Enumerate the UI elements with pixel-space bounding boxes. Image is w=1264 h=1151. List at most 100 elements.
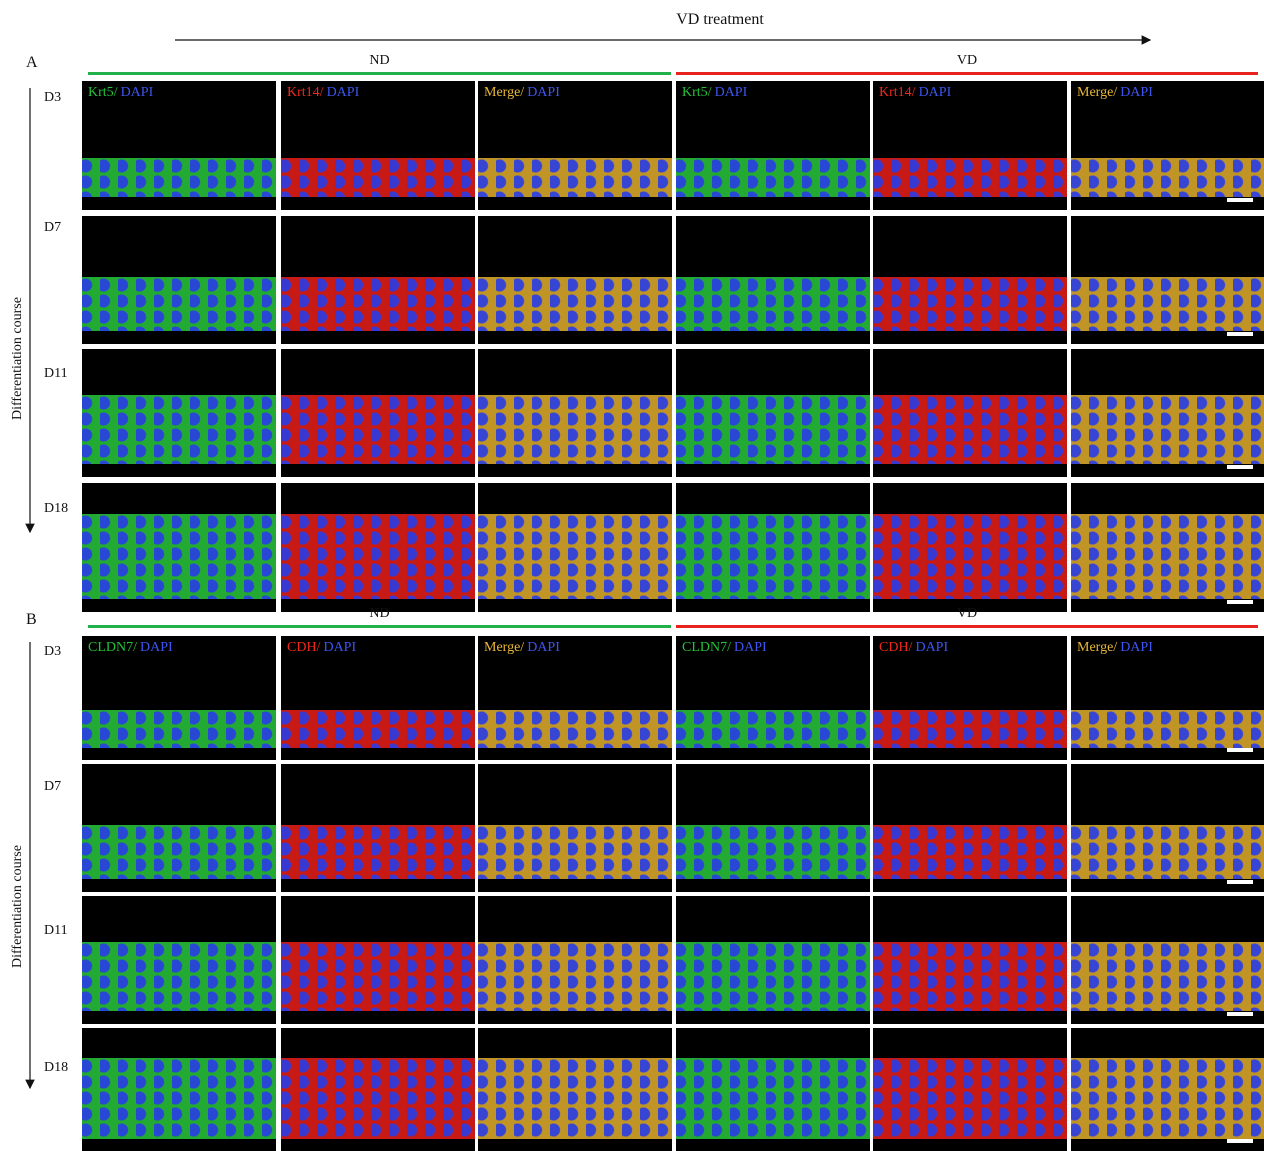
micrograph xyxy=(873,483,1067,612)
marker-label: CLDN7/ xyxy=(88,640,137,655)
scale-bar xyxy=(1227,1139,1253,1143)
group-line xyxy=(676,625,1258,628)
cell-layer xyxy=(82,514,276,599)
scale-bar xyxy=(1227,465,1253,469)
stain-label: DAPI xyxy=(915,640,948,655)
channel-label: Krt14/DAPI xyxy=(879,85,951,101)
micrograph xyxy=(281,1028,475,1151)
row-label: D18 xyxy=(44,1060,68,1076)
micrograph xyxy=(478,216,672,344)
cell-layer xyxy=(1071,825,1264,879)
cell-layer xyxy=(676,158,870,197)
channel-label: Merge/DAPI xyxy=(1077,85,1153,101)
channel-label: Krt14/DAPI xyxy=(287,85,359,101)
stain-label: DAPI xyxy=(527,640,560,655)
micrograph xyxy=(478,483,672,612)
stain-label: DAPI xyxy=(140,640,173,655)
stain-label: DAPI xyxy=(323,640,356,655)
micrograph xyxy=(478,896,672,1024)
micrograph xyxy=(676,1028,870,1151)
micrograph: Krt5/DAPI xyxy=(676,81,870,210)
stain-label: DAPI xyxy=(121,85,154,100)
cell-layer xyxy=(873,158,1067,197)
micrograph: Krt14/DAPI xyxy=(281,81,475,210)
cell-layer xyxy=(82,710,276,747)
marker-label: Merge/ xyxy=(484,640,524,655)
cell-layer xyxy=(676,942,870,1011)
cell-layer xyxy=(281,942,475,1011)
cell-layer xyxy=(676,277,870,331)
scale-bar xyxy=(1227,332,1253,336)
cell-layer xyxy=(281,710,475,747)
marker-label: CLDN7/ xyxy=(682,640,731,655)
row-label: D3 xyxy=(44,644,61,660)
scale-bar xyxy=(1227,748,1253,752)
cell-layer xyxy=(281,825,475,879)
micrograph: CDH/DAPI xyxy=(873,636,1067,760)
micrograph xyxy=(676,216,870,344)
figure: VD treatment ADifferentiation courseNDVD… xyxy=(0,0,1264,1151)
row-label: D11 xyxy=(44,923,68,939)
channel-label: CLDN7/DAPI xyxy=(88,640,173,656)
cell-layer xyxy=(873,710,1067,747)
cell-layer xyxy=(478,942,672,1011)
micrograph: Merge/DAPI xyxy=(478,636,672,760)
stain-label: DAPI xyxy=(734,640,767,655)
cell-layer xyxy=(873,1058,1067,1139)
channel-label: CDH/DAPI xyxy=(287,640,356,656)
cell-layer xyxy=(873,277,1067,331)
cell-layer xyxy=(478,158,672,197)
row-label: D7 xyxy=(44,220,61,236)
stain-label: DAPI xyxy=(715,85,748,100)
cell-layer xyxy=(478,1058,672,1139)
cell-layer xyxy=(281,514,475,599)
cell-layer xyxy=(676,825,870,879)
group-label: VD xyxy=(957,53,977,69)
cell-layer xyxy=(478,514,672,599)
cell-layer xyxy=(676,1058,870,1139)
channel-label: CDH/DAPI xyxy=(879,640,948,656)
marker-label: Krt5/ xyxy=(88,85,118,100)
cell-layer xyxy=(478,277,672,331)
cell-layer xyxy=(1071,277,1264,331)
channel-label: Krt5/DAPI xyxy=(682,85,747,101)
marker-label: Krt14/ xyxy=(879,85,916,100)
group-label: VD xyxy=(957,606,977,622)
micrograph xyxy=(873,349,1067,477)
micrograph xyxy=(82,896,276,1024)
marker-label: CDH/ xyxy=(879,640,912,655)
marker-label: Merge/ xyxy=(484,85,524,100)
micrograph xyxy=(478,764,672,892)
row-label: D7 xyxy=(44,779,61,795)
cell-layer xyxy=(478,395,672,464)
cell-layer xyxy=(1071,514,1264,599)
cell-layer xyxy=(1071,710,1264,747)
micrograph: Merge/DAPI xyxy=(478,81,672,210)
micrograph xyxy=(281,483,475,612)
marker-label: Merge/ xyxy=(1077,640,1117,655)
cell-layer xyxy=(873,825,1067,879)
cell-layer xyxy=(873,395,1067,464)
marker-label: Merge/ xyxy=(1077,85,1117,100)
micrograph: Krt5/DAPI xyxy=(82,81,276,210)
cell-layer xyxy=(82,158,276,197)
channel-label: Krt5/DAPI xyxy=(88,85,153,101)
group-line xyxy=(88,625,671,628)
cell-layer xyxy=(873,514,1067,599)
group-line xyxy=(88,72,671,75)
stain-label: DAPI xyxy=(1120,85,1153,100)
micrograph xyxy=(1071,896,1264,1024)
micrograph: CLDN7/DAPI xyxy=(82,636,276,760)
row-label: D3 xyxy=(44,90,61,106)
micrograph xyxy=(82,764,276,892)
y-axis-label: Differentiation course xyxy=(10,297,26,420)
row-label: D11 xyxy=(44,366,68,382)
cell-layer xyxy=(82,1058,276,1139)
micrograph xyxy=(82,483,276,612)
micrograph: Merge/DAPI xyxy=(1071,81,1264,210)
cell-layer xyxy=(676,710,870,747)
micrograph xyxy=(676,896,870,1024)
cell-layer xyxy=(82,277,276,331)
channel-label: CLDN7/DAPI xyxy=(682,640,767,656)
row-label: D18 xyxy=(44,501,68,517)
